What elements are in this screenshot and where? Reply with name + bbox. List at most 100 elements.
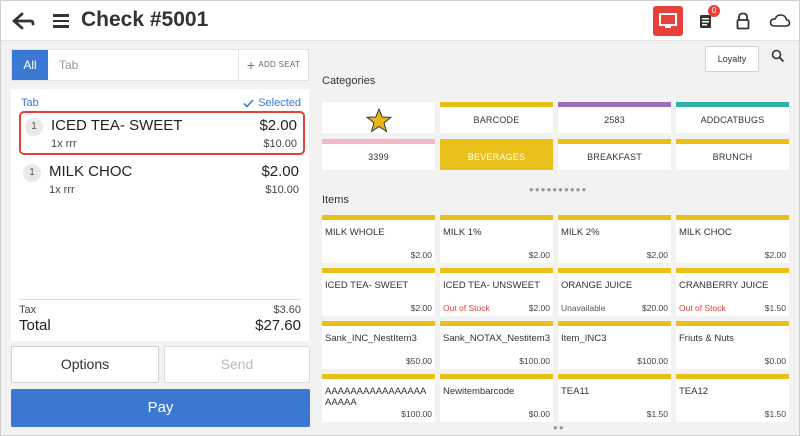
item-tile-price: $100.00 (637, 356, 668, 366)
tax-value: $3.60 (273, 304, 301, 316)
cloud-icon[interactable] (765, 6, 795, 36)
category-label: BARCODE (473, 115, 520, 125)
menu-panel: Loyalty Categories BARCODE 2583 ADDCATBUGS… (317, 41, 799, 435)
item-status: Unavailable (561, 303, 606, 313)
tab-all[interactable]: All (12, 50, 48, 80)
options-button[interactable]: Options (11, 346, 159, 383)
item-tile[interactable]: MILK CHOC $2.00 (676, 215, 789, 263)
total-label: Total (19, 317, 51, 334)
send-button[interactable]: Send (164, 346, 310, 383)
item-tile-name: AAAAAAAAAAAAAAAAAAAAA (325, 386, 427, 408)
item-tile-price: $2.00 (528, 250, 550, 260)
category-tile[interactable]: BREAKFAST (558, 139, 671, 170)
category-tile[interactable] (322, 102, 435, 133)
item-modifier: 1x rrr (51, 138, 77, 150)
item-tile-price: $1.50 (764, 303, 786, 313)
order-item[interactable]: 1 ICED TEA- SWEET $2.00 1x rrr $10.00 (19, 111, 305, 155)
item-tile[interactable]: AAAAAAAAAAAAAAAAAAAAA $100.00 (322, 374, 435, 422)
order-section-label: Tab (21, 97, 39, 109)
item-tile-name: CRANBERRY JUICE (679, 280, 769, 291)
category-label: 2583 (604, 115, 625, 125)
items-heading: Items (322, 194, 349, 206)
item-tile-name: Newitembarcode (443, 386, 515, 397)
monitor-icon[interactable] (653, 6, 683, 36)
category-tile[interactable]: BARCODE (440, 102, 553, 133)
order-list: Tab Selected 1 ICED TEA- SWEET $2.00 1x … (11, 89, 309, 291)
star-icon (365, 107, 392, 133)
item-tile[interactable]: TEA11 $1.50 (558, 374, 671, 422)
item-name: MILK CHOC (49, 163, 133, 180)
item-tile-price: $1.50 (764, 409, 786, 419)
item-tile-name: MILK 2% (561, 227, 600, 238)
back-arrow-icon[interactable] (11, 9, 37, 33)
add-seat-label: ADD SEAT (258, 60, 301, 70)
item-tile[interactable]: CRANBERRY JUICE Out of Stock $1.50 (676, 268, 789, 316)
loyalty-button[interactable]: Loyalty (705, 46, 759, 72)
item-tile-name: MILK 1% (443, 227, 482, 238)
orders-list-icon[interactable]: 0 (691, 5, 721, 36)
check-panel: All Tab + ADD SEAT Tab Selected 1 ICED TE… (1, 41, 317, 435)
category-tile[interactable]: BRUNCH (676, 139, 789, 170)
tax-row: Tax $3.60 (19, 299, 301, 316)
item-tile[interactable]: MILK 2% $2.00 (558, 215, 671, 263)
item-tile[interactable]: MILK WHOLE $2.00 (322, 215, 435, 263)
category-tile[interactable]: 3399 (322, 139, 435, 170)
item-tile[interactable]: ICED TEA- SWEET $2.00 (322, 268, 435, 316)
item-tile-price: $2.00 (646, 250, 668, 260)
item-tile-price: $0.00 (528, 409, 550, 419)
pay-button[interactable]: Pay (11, 389, 310, 427)
item-tile-name: Item_INC3 (561, 333, 607, 344)
add-seat-button[interactable]: + ADD SEAT (238, 50, 308, 80)
category-label: BEVERAGES (467, 152, 526, 162)
item-modifier-price: $10.00 (263, 138, 297, 150)
categories-heading: Categories (322, 75, 376, 87)
item-tile-name: ORANGE JUICE (561, 280, 633, 291)
item-tile[interactable]: Sank_NOTAX_Nestitem3 $100.00 (440, 321, 553, 369)
item-modifier: 1x rrr (49, 184, 75, 196)
item-tile[interactable]: ICED TEA- UNSWEET Out of Stock $2.00 (440, 268, 553, 316)
top-bar: Check #5001 0 (1, 1, 799, 41)
item-tile-name: ICED TEA- SWEET (325, 280, 409, 291)
item-tile[interactable]: TEA12 $1.50 (676, 374, 789, 422)
item-name: ICED TEA- SWEET (51, 117, 183, 134)
seat-tabs: All Tab + ADD SEAT (11, 49, 309, 81)
item-tile-price: $2.00 (410, 303, 432, 313)
order-item[interactable]: 1 MILK CHOC $2.00 1x rrr $10.00 (19, 159, 305, 203)
item-tile-price: $100.00 (401, 409, 432, 419)
check-title: Check #5001 (81, 8, 209, 31)
item-tile-name: TEA12 (679, 386, 709, 397)
items-pager[interactable]: ●● (553, 423, 565, 432)
item-tile[interactable]: Sank_INC_NestItem3 $50.00 (322, 321, 435, 369)
item-price: $2.00 (261, 163, 299, 180)
orders-badge: 0 (708, 5, 720, 17)
item-tile-name: ICED TEA- UNSWEET (443, 280, 540, 291)
item-tile[interactable]: ORANGE JUICE Unavailable $20.00 (558, 268, 671, 316)
item-qty: 1 (23, 164, 41, 182)
item-tile[interactable]: Item_INC3 $100.00 (558, 321, 671, 369)
category-tile[interactable]: ADDCATBUGS (676, 102, 789, 133)
item-tile-price: $2.00 (410, 250, 432, 260)
total-row: Total $27.60 (19, 317, 301, 334)
menu-icon[interactable] (51, 11, 71, 31)
category-tile[interactable]: 2583 (558, 102, 671, 133)
item-qty: 1 (25, 118, 43, 136)
item-tile[interactable]: MILK 1% $2.00 (440, 215, 553, 263)
item-tile-price: $0.00 (764, 356, 786, 366)
check-icon (243, 99, 254, 108)
search-icon[interactable] (771, 49, 787, 65)
item-tile-name: Friuts & Nuts (679, 333, 734, 344)
item-tile-name: TEA11 (561, 386, 590, 397)
item-tile[interactable]: Newitembarcode $0.00 (440, 374, 553, 422)
item-tile-name: MILK CHOC (679, 227, 732, 238)
category-tile[interactable]: BEVERAGES (440, 139, 553, 170)
selected-toggle[interactable]: Selected (243, 97, 301, 109)
item-tile[interactable]: Friuts & Nuts $0.00 (676, 321, 789, 369)
lock-icon[interactable] (728, 6, 758, 36)
categories-pager[interactable]: ●●●●●●●●●● (529, 185, 588, 194)
totals-section: Tax $3.60 Total $27.60 (11, 291, 309, 341)
tab-name-input[interactable]: Tab (59, 58, 79, 72)
category-label: 3399 (368, 152, 389, 162)
item-price: $2.00 (259, 117, 297, 134)
selected-label: Selected (258, 97, 301, 109)
